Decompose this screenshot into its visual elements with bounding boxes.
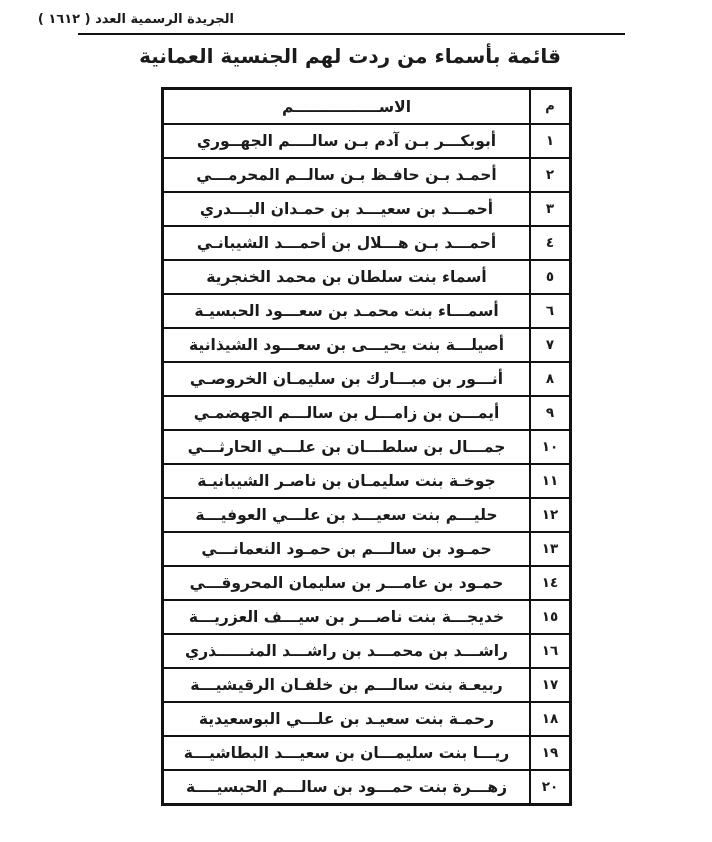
row-name: أيمـــن بن زامـــل بن سالـــم الجهضمـي xyxy=(161,395,531,431)
row-name: ربيعـة بنت سالـــم بن خلفـان الرقيشيـــة xyxy=(161,667,531,703)
row-name: أسماء بنت سلطان بن محمد الخنجرية xyxy=(161,259,531,295)
row-name: أحمـــد بن سعيـــد بن حمـدان البـــدري xyxy=(161,191,531,227)
table-row: ٦ أسمـــاء بنت محمـد بن سعـــود الحبسيـة xyxy=(161,293,572,329)
table-header: م الاســــــــــــــــم xyxy=(161,87,572,125)
header-divider xyxy=(78,33,625,35)
table-row: ٥ أسماء بنت سلطان بن محمد الخنجرية xyxy=(161,259,572,295)
row-name: أحمـــد بـن هـــلال بن أحمـــد الشيبانـي xyxy=(161,225,531,261)
row-number: ١٦ xyxy=(529,633,572,669)
row-number: ٢٠ xyxy=(529,769,572,806)
row-number: ٣ xyxy=(529,191,572,227)
row-number: ٤ xyxy=(529,225,572,261)
table-row: ١٥ خديجـــة بنت ناصـــر بن سيـــف العزريـ… xyxy=(161,599,572,635)
names-table: م الاســــــــــــــــم ١ أبوبكـــر بـن آ… xyxy=(161,87,572,806)
table-row: ٢٠ زهـــرة بنت حمـــود بن سالـــم الحبسيـ… xyxy=(161,769,572,806)
table-row: ١٠ جمـــال بن سلطـــان بن علـــي الحارثــ… xyxy=(161,429,572,465)
row-name: أنـــور بن مبـــارك بن سليمـان الخروصـي xyxy=(161,361,531,397)
row-name: جوخـة بنت سليمـان بن ناصـر الشيبانيـة xyxy=(161,463,531,499)
row-number: ١٥ xyxy=(529,599,572,635)
row-name: أصيلـــة بنت يحيـــى بن سعـــود الشيذاني… xyxy=(161,327,531,363)
table-body: ١ أبوبكـــر بـن آدم بـن سالــــم الجهــور… xyxy=(161,123,572,806)
column-header-number: م xyxy=(529,87,572,125)
table-row: ١ أبوبكـــر بـن آدم بـن سالــــم الجهــور… xyxy=(161,123,572,159)
gazette-issue-header: الجريدة الرسمية العدد ( ١٦١٢ ) xyxy=(37,12,234,27)
row-number: ١٢ xyxy=(529,497,572,533)
row-number: ٨ xyxy=(529,361,572,397)
row-number: ١٧ xyxy=(529,667,572,703)
row-name: أبوبكـــر بـن آدم بـن سالــــم الجهــوري xyxy=(161,123,531,159)
row-name: حمـود بن سالـــم بن حمـود النعمانـــي xyxy=(161,531,531,567)
row-name: جمـــال بن سلطـــان بن علـــي الحارثـــي xyxy=(161,429,531,465)
table-row: ٩ أيمـــن بن زامـــل بن سالـــم الجهضمـي xyxy=(161,395,572,431)
row-number: ١٨ xyxy=(529,701,572,737)
table-row: ١٦ راشـــد بن محمـــد بن راشـــد المنــــ… xyxy=(161,633,572,669)
table-row: ١٩ ريـــا بنت سليمـــان بن سعيـــد البطاش… xyxy=(161,735,572,771)
row-number: ١١ xyxy=(529,463,572,499)
table-row: ١١ جوخـة بنت سليمـان بن ناصـر الشيبانيـة xyxy=(161,463,572,499)
table-row: ١٤ حمـود بن عامـــر بن سليمان المحروقـــي xyxy=(161,565,572,601)
row-name: أسمـــاء بنت محمـد بن سعـــود الحبسيـة xyxy=(161,293,531,329)
row-number: ٦ xyxy=(529,293,572,329)
table-row: ٧ أصيلـــة بنت يحيـــى بن سعـــود الشيذان… xyxy=(161,327,572,363)
table-row: ٤ أحمـــد بـن هـــلال بن أحمـــد الشيبانـ… xyxy=(161,225,572,261)
row-name: رحمـة بنت سعيـد بن علـــي البوسعيدية xyxy=(161,701,531,737)
row-number: ٥ xyxy=(529,259,572,295)
table-row: ١٣ حمـود بن سالـــم بن حمـود النعمانـــي xyxy=(161,531,572,567)
row-number: ١ xyxy=(529,123,572,159)
row-number: ١٩ xyxy=(529,735,572,771)
row-number: ١٣ xyxy=(529,531,572,567)
row-name: راشـــد بن محمـــد بن راشـــد المنــــــ… xyxy=(161,633,531,669)
row-name: حليـــم بنت سعيـــد بن علـــي العوفيـــة xyxy=(161,497,531,533)
row-name: ريـــا بنت سليمـــان بن سعيـــد البطاشيـ… xyxy=(161,735,531,771)
page-title: قائمة بأسماء من ردت لهم الجنسية العمانية xyxy=(139,44,561,68)
table-row: ٢ أحمـد بـن حافـظ بـن سالــم المحرمـــي xyxy=(161,157,572,193)
table-row: ١٨ رحمـة بنت سعيـد بن علـــي البوسعيدية xyxy=(161,701,572,737)
table-row: ١٧ ربيعـة بنت سالـــم بن خلفـان الرقيشيــ… xyxy=(161,667,572,703)
row-name: أحمـد بـن حافـظ بـن سالــم المحرمـــي xyxy=(161,157,531,193)
row-number: ٩ xyxy=(529,395,572,431)
row-number: ١٤ xyxy=(529,565,572,601)
table-row: ١٢ حليـــم بنت سعيـــد بن علـــي العوفيــ… xyxy=(161,497,572,533)
row-number: ٧ xyxy=(529,327,572,363)
table-row: ٣ أحمـــد بن سعيـــد بن حمـدان البـــدري xyxy=(161,191,572,227)
column-header-name: الاســــــــــــــــم xyxy=(161,87,531,125)
row-name: حمـود بن عامـــر بن سليمان المحروقـــي xyxy=(161,565,531,601)
row-name: زهـــرة بنت حمـــود بن سالـــم الحبسيـــ… xyxy=(161,769,531,806)
table-row: ٨ أنـــور بن مبـــارك بن سليمـان الخروصـي xyxy=(161,361,572,397)
row-number: ٢ xyxy=(529,157,572,193)
row-number: ١٠ xyxy=(529,429,572,465)
row-name: خديجـــة بنت ناصـــر بن سيـــف العزريـــ… xyxy=(161,599,531,635)
header-row: م الاســــــــــــــــم xyxy=(161,87,572,125)
